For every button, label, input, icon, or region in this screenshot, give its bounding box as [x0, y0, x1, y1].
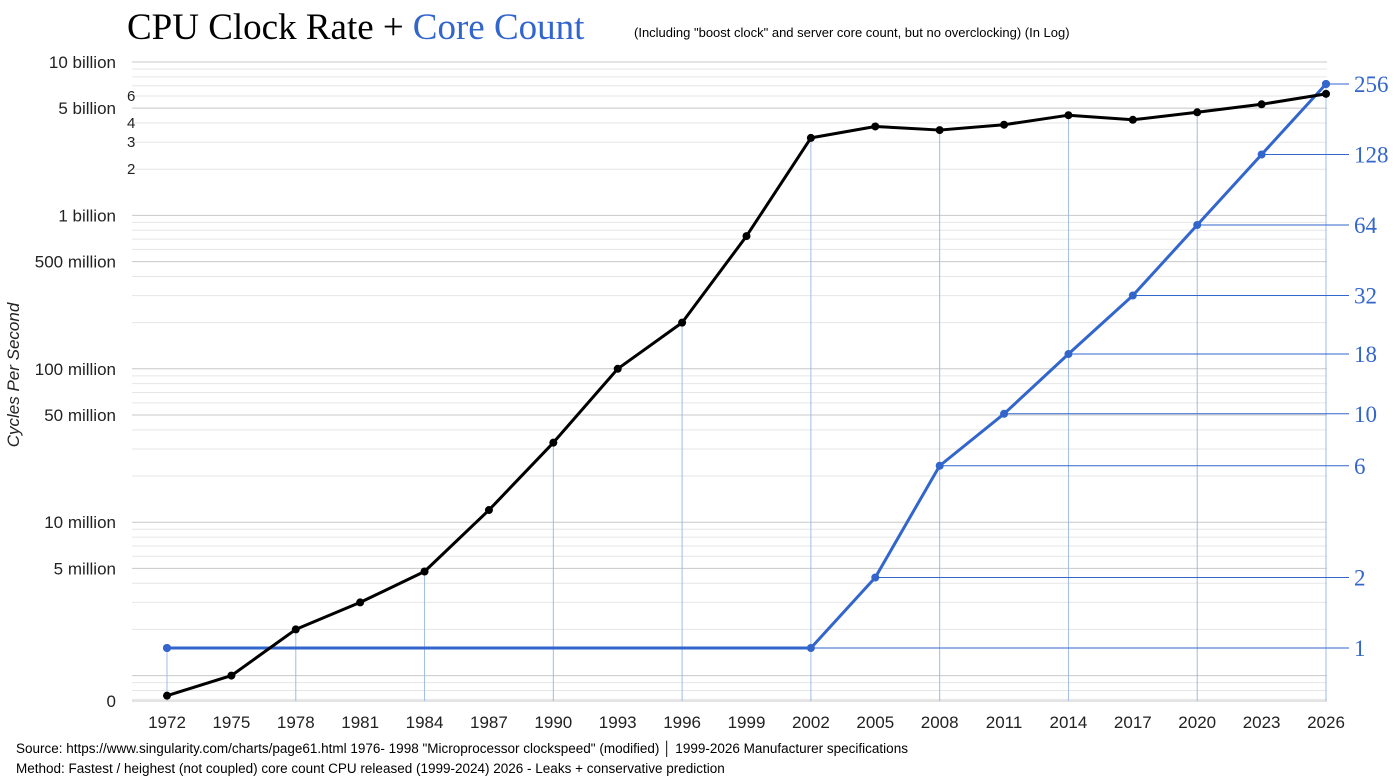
x-tick-label: 1990: [534, 713, 572, 732]
right-tick-label: 1: [1354, 636, 1366, 661]
right-tick-label: 2: [1354, 566, 1366, 591]
x-tick-label: 2005: [856, 713, 894, 732]
clock-rate-point: [742, 232, 751, 241]
clock-rate-point: [356, 598, 365, 607]
clock-rate-line: [166, 92, 1327, 698]
left-tick-label: 1 billion: [58, 206, 116, 225]
clock-rate-point: [163, 691, 171, 700]
chart-subtitle: (Including "boost clock" and server core…: [634, 25, 1070, 40]
x-tick-label: 2002: [792, 713, 830, 732]
x-tick-label: 1987: [470, 713, 508, 732]
clock-rate-point: [420, 567, 429, 576]
x-tick-label: 2014: [1050, 713, 1088, 732]
left-axis-ticks: 10 billion 5 billion 1 billion 500 million 1…: [35, 53, 116, 711]
x-tick-label: 2020: [1178, 713, 1216, 732]
core-count-point: [1128, 291, 1137, 300]
left-tick-label: 50 million: [44, 406, 116, 425]
clock-rate-point: [1128, 115, 1137, 124]
right-tick-label: 64: [1354, 213, 1378, 238]
x-tick-label: 2008: [921, 713, 959, 732]
x-tick-label: 1996: [663, 713, 701, 732]
left-tick-label: 100 million: [35, 360, 116, 379]
left-axis-minor-ticks: 6 4 3 2: [127, 88, 135, 178]
core-count-point: [1193, 221, 1202, 229]
clock-rate-point: [484, 506, 493, 515]
y-axis-label: Cycles Per Second: [4, 302, 23, 447]
series-clock-rate: [163, 80, 1330, 700]
core-count-guide-lines: [167, 83, 1349, 649]
clock-rate-point: [1064, 111, 1073, 120]
x-tick-label: 2023: [1243, 713, 1281, 732]
x-tick-label: 1999: [728, 713, 766, 732]
right-tick-label: 32: [1354, 284, 1377, 309]
left-minor-tick-label: 3: [127, 134, 135, 151]
clock-rate-point: [613, 364, 622, 373]
x-tick-label: 1972: [148, 713, 186, 732]
clock-rate-point: [549, 438, 558, 447]
core-count-point: [871, 573, 880, 582]
left-minor-tick-label: 4: [127, 115, 135, 132]
clock-rate-point: [227, 671, 236, 680]
x-tick-label: 1984: [406, 713, 444, 732]
x-tick-label: 2017: [1114, 713, 1152, 732]
x-tick-label: 1975: [212, 713, 250, 732]
core-count-point: [1000, 409, 1009, 418]
core-count-point: [806, 644, 815, 652]
x-tick-label: 1978: [277, 713, 315, 732]
left-minor-tick-label: 6: [127, 88, 135, 105]
clock-rate-point: [935, 126, 944, 135]
x-tick-label: 1993: [599, 713, 637, 732]
clock-rate-point: [1000, 120, 1009, 129]
left-tick-label: 10 million: [44, 513, 116, 532]
right-axis-ticks: 256 128 64 32 18 10 6 2 1: [1354, 72, 1389, 661]
core-count-point: [1257, 150, 1266, 159]
grid-lines: [132, 61, 1327, 702]
x-tick-label: 2011: [986, 713, 1023, 732]
clock-rate-point: [1193, 108, 1202, 117]
clock-rate-point: [806, 133, 815, 142]
clock-rate-point: [871, 122, 880, 131]
core-count-point: [163, 644, 171, 652]
x-tick-label: 1981: [341, 713, 379, 732]
right-tick-label: 6: [1354, 454, 1366, 479]
left-tick-label: 10 billion: [49, 53, 116, 72]
left-minor-tick-label: 2: [127, 161, 135, 178]
x-axis-ticks: 1972 1975 1978 1981 1984 1987 1990 1993 1996 1999…: [148, 713, 1345, 732]
left-tick-label: 500 million: [35, 253, 116, 272]
right-tick-label: 18: [1354, 342, 1377, 367]
clock-rate-point: [678, 318, 687, 327]
clock-rate-point: [1322, 89, 1330, 98]
left-tick-label: 0: [107, 692, 116, 711]
clock-rate-point: [291, 625, 300, 634]
chart-title: CPU Clock Rate + Core Count: [127, 7, 585, 48]
core-count-point: [935, 461, 944, 470]
right-tick-label: 128: [1354, 143, 1389, 168]
core-count-line: [167, 82, 1328, 650]
x-tick-label: 2026: [1307, 713, 1345, 732]
left-tick-label: 5 billion: [58, 99, 116, 118]
method-note: Method: Fastest / heighest (not coupled)…: [16, 761, 725, 776]
clock-rate-point: [1257, 100, 1266, 109]
series-core-count: [163, 80, 1330, 652]
source-note: Source: https://www.singularity.com/char…: [16, 740, 908, 758]
core-count-point: [1064, 350, 1073, 359]
left-tick-label: 5 million: [54, 559, 116, 578]
vertical-drop-lines: [166, 84, 1327, 701]
chart-title-highlight: Core Count: [413, 7, 585, 48]
core-count-point: [1322, 80, 1330, 88]
right-tick-label: 10: [1354, 402, 1377, 427]
right-tick-label: 256: [1354, 72, 1389, 97]
